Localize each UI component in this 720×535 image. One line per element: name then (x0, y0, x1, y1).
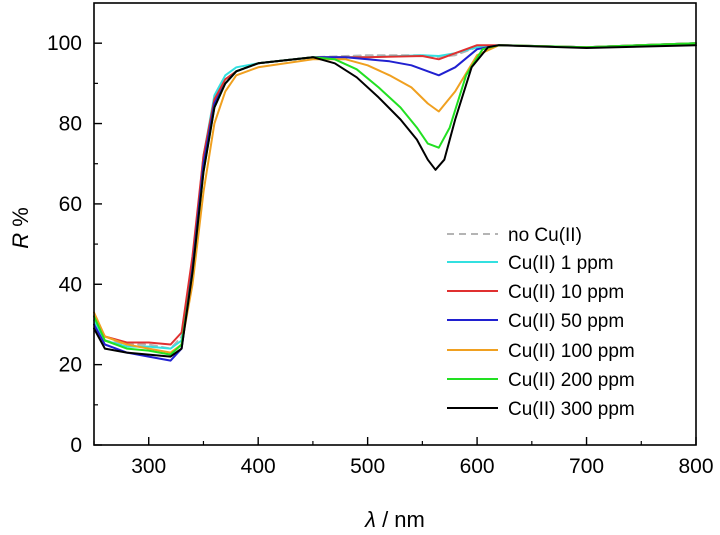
plot-frame (93, 2, 697, 446)
y-tick-label-100: 100 (47, 32, 82, 55)
y-tick-label-40: 40 (59, 273, 82, 296)
x-tick-label-600: 600 (460, 455, 495, 478)
series-line-6 (93, 44, 697, 358)
legend-label-1: Cu(II) 1 ppm (508, 253, 614, 274)
series-line-5 (93, 42, 697, 356)
legend-label-3: Cu(II) 50 ppm (508, 311, 624, 332)
y-tick-label-60: 60 (59, 193, 82, 216)
series-layer (93, 42, 697, 362)
series-line-4 (93, 42, 697, 354)
x-tick-label-800: 800 (678, 455, 713, 478)
y-tick-label-80: 80 (59, 113, 82, 136)
x-tick-label-700: 700 (569, 455, 604, 478)
y-tick-label-20: 20 (59, 354, 82, 377)
legend: no Cu(II) Cu(II) 1 ppm Cu(II) 10 ppm Cu(… (447, 225, 635, 420)
legend-label-4: Cu(II) 100 ppm (508, 341, 635, 362)
legend-label-0: no Cu(II) (508, 225, 582, 246)
y-axis-title: R % (8, 207, 33, 249)
legend-label-6: Cu(II) 300 ppm (508, 399, 635, 420)
x-axis-title: λ / nm (364, 507, 425, 532)
legend-label-2: Cu(II) 10 ppm (508, 282, 624, 303)
series-line-1 (93, 42, 697, 350)
x-tick-label-500: 500 (350, 455, 385, 478)
x-tick-label-300: 300 (131, 455, 166, 478)
tick-labels: 300 400 500 600 700 800 0 20 40 60 80 100 (47, 32, 714, 478)
x-tick-label-400: 400 (241, 455, 276, 478)
legend-label-5: Cu(II) 200 ppm (508, 370, 635, 391)
y-tick-label-0: 0 (70, 434, 82, 457)
